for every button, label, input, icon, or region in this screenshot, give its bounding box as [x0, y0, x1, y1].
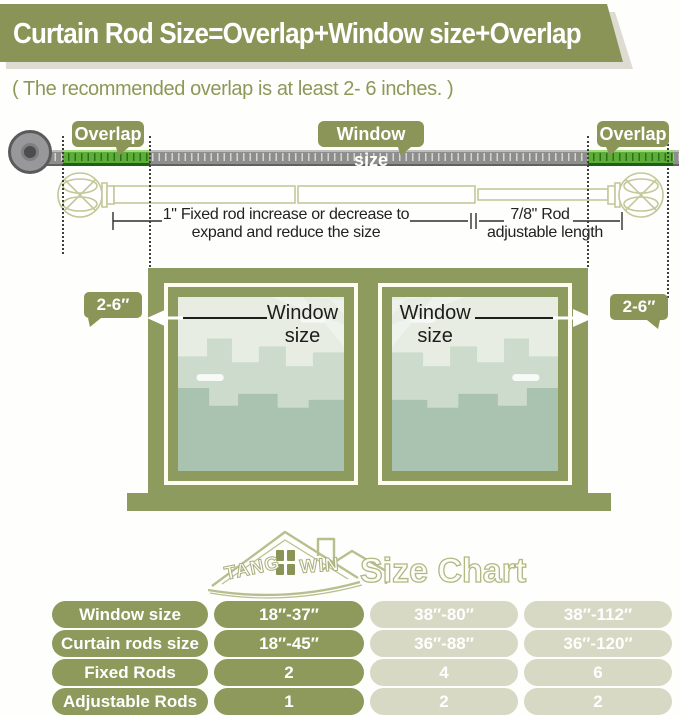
tape-overlap-right-green	[588, 150, 673, 166]
table-cell: 36″-120″	[524, 630, 672, 657]
window-glass-left: Window size	[178, 297, 344, 471]
logo-window-icon	[276, 550, 295, 575]
rod-right-finial-icon	[607, 172, 664, 218]
window-size-label-tail	[398, 147, 411, 156]
window-size-label: Window size	[318, 121, 424, 170]
adjustable-rod-note-line1: 7/8" Rod	[510, 206, 570, 223]
overlap-badge-left: 2-6″	[84, 292, 142, 318]
table-cell: 2	[214, 659, 364, 686]
tape-tick-marks	[30, 153, 679, 161]
page-title: Curtain Rod Size=Overlap+Window size+Ove…	[13, 16, 582, 50]
header-banner: Curtain Rod Size=Overlap+Window size+Ove…	[0, 4, 623, 62]
overlap-badge-right-tail	[647, 320, 660, 329]
row-label: Fixed Rods	[52, 659, 208, 686]
table-cell: 18″-45″	[214, 630, 364, 657]
adjustable-rod-note-line2: adjustable length	[487, 224, 603, 241]
overlap-left-label: Overlap	[72, 121, 144, 147]
window-sill	[127, 493, 611, 511]
table-cell: 2	[370, 688, 518, 715]
row-label: Window size	[52, 601, 208, 628]
glass-scene	[392, 297, 558, 471]
overlap-right-label-tail	[606, 147, 619, 156]
dotted-guide-line	[62, 136, 64, 254]
table-cell: 1	[214, 688, 364, 715]
fixed-rod-note-line2: expand and reduce the size	[191, 224, 381, 241]
house-icon	[207, 530, 388, 599]
curtain-rod-drawing	[57, 172, 664, 218]
pane-right-size-label: Window size	[399, 302, 471, 347]
fixed-rod-note-line1: 1" Fixed rod increase or decrease to	[162, 206, 410, 223]
table-cell: 18″-37″	[214, 601, 364, 628]
tape-measure-icon	[8, 130, 52, 174]
tape-overlap-left-green	[63, 150, 150, 166]
table-cell: 2	[524, 688, 672, 715]
table-cell: 6	[524, 659, 672, 686]
tape-measure-hub-icon	[21, 143, 39, 161]
size-chart-table: Window size 18″-37″ 38″-80″ 38″-112″ Cur…	[52, 601, 672, 715]
window-width-arrow	[147, 309, 593, 327]
logo-caption: Size Chart	[360, 552, 526, 590]
table-cell: 36″-88″	[370, 630, 518, 657]
dotted-guide-line	[667, 136, 669, 298]
window-pane-left: Window size	[164, 283, 358, 485]
overlap-badge-left-tail	[88, 318, 101, 327]
table-cell: 38″-112″	[524, 601, 672, 628]
logo-brand-word1: TANG	[223, 553, 283, 585]
rod-segments	[113, 185, 609, 204]
pane-left-size-label: Window size	[266, 302, 339, 347]
glass-scene	[178, 297, 344, 471]
table-row-window-size: Window size 18″-37″ 38″-80″ 38″-112″	[52, 601, 672, 628]
rod-left-finial-icon	[57, 172, 115, 218]
overlap-badge-right: 2-6″	[610, 294, 668, 320]
window-frame: Window size Window size	[148, 268, 588, 493]
dotted-guide-line	[149, 136, 151, 267]
window-glass-right: Window size	[392, 297, 558, 471]
overlap-left-label-tail	[116, 147, 129, 156]
table-row-curtain-rods-size: Curtain rods size 18″-45″ 36″-88″ 36″-12…	[52, 630, 672, 657]
table-row-fixed-rods: Fixed Rods 2 4 6	[52, 659, 672, 686]
table-cell: 38″-80″	[370, 601, 518, 628]
brand-logo: TANG WIN Size Chart	[207, 530, 527, 599]
table-cell: 4	[370, 659, 518, 686]
logo-brand-word2: WIN	[299, 554, 340, 578]
overlap-right-label: Overlap	[597, 121, 669, 147]
row-label: Adjustable Rods	[52, 688, 208, 715]
subtitle-text: ( The recommended overlap is at least 2-…	[12, 78, 454, 100]
row-label: Curtain rods size	[52, 630, 208, 657]
dotted-guide-line	[587, 136, 589, 267]
rod-measurement-lines	[112, 212, 623, 230]
table-row-adjustable-rods: Adjustable Rods 1 2 2	[52, 688, 672, 715]
window-pane-right: Window size	[378, 283, 572, 485]
